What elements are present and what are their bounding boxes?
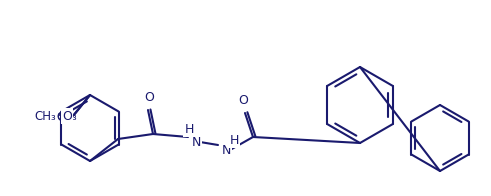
Text: CH₃: CH₃ (34, 110, 56, 122)
Text: CH₃: CH₃ (56, 112, 77, 122)
Text: H: H (229, 134, 239, 147)
Text: O: O (62, 110, 72, 122)
Text: O: O (56, 111, 66, 123)
Text: N: N (221, 144, 231, 158)
Text: O: O (238, 94, 248, 107)
Text: H: H (184, 123, 193, 136)
Text: N: N (191, 136, 201, 150)
Text: O: O (144, 91, 154, 104)
